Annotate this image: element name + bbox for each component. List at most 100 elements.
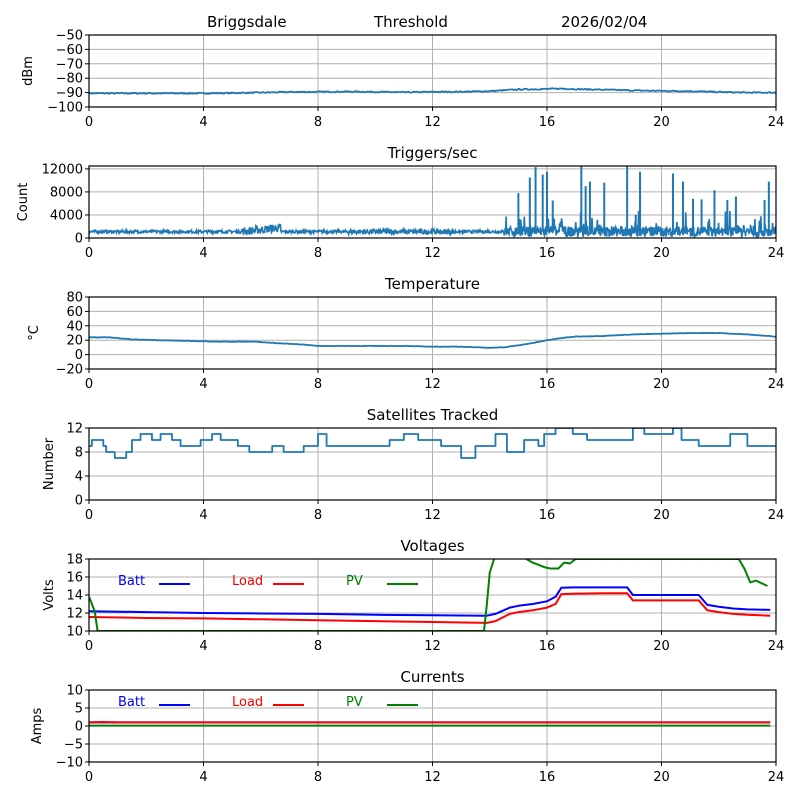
trace-temperature-temperature [89,331,776,349]
x-tick-label: 12 [424,508,441,523]
y-tick-label: 14 [66,589,83,604]
traces [89,87,776,95]
y-tick-label: 8000 [50,185,83,200]
y-tick-label: 60 [66,305,83,320]
gridlines [89,297,776,369]
panel-satellites: 0 4 8 12 16 20 24 0 4 8 12 Satellites Tracked Number [42,406,784,523]
x-tick-label: 16 [539,770,556,785]
y-tick-label: 0 [75,494,83,509]
y-axis-label: dBm [21,56,36,86]
x-tick-label: 0 [85,377,93,392]
y-axis-label: °C [27,325,42,341]
panel-voltages: 0 4 8 12 16 20 24 10 12 14 16 18 Voltages Volts Batt Lo… [42,537,784,654]
y-tick-label: 8 [75,446,83,461]
y-tick-label: −90 [56,86,83,101]
x-tick-label: 20 [653,377,670,392]
x-tick-label: 8 [314,377,322,392]
y-tick-label: 12000 [42,162,83,177]
y-tick-label: 12 [66,607,83,622]
x-tick-label: 4 [199,246,207,261]
x-tick-label: 12 [424,377,441,392]
x-tick-label: 12 [424,115,441,130]
x-tick-label: 24 [768,115,785,130]
gridlines [89,166,776,238]
y-tick-label: 4000 [50,208,83,223]
x-tick-label: 0 [85,508,93,523]
panel-threshold: 0 4 8 12 16 20 24 −100−90−80−70−60−50 dBm [21,29,784,131]
y-tick-label: 20 [66,334,83,349]
traces [89,166,776,238]
x-tick-label: 8 [314,246,322,261]
x-tick-label: 4 [199,377,207,392]
y-tick-label: −10 [56,756,83,771]
legend: Batt Load PV [118,695,418,710]
x-tick-label: 24 [768,770,785,785]
y-tick-label: 80 [66,291,83,306]
trace-satellites-satellites [89,428,776,459]
x-tick-label: 4 [199,115,207,130]
y-axis-label: Volts [42,579,57,611]
traces [89,331,776,349]
x-tick-label: 8 [314,115,322,130]
legend-label-batt: Batt [118,574,145,589]
y-axis-label: Amps [30,707,45,744]
x-tick-label: 4 [199,639,207,654]
y-tick-label: −60 [56,43,83,58]
trace-threshold-threshold [89,87,776,95]
figure-header: Briggsdale Threshold 2026/02/04 [207,13,647,31]
y-tick-label: 0 [75,232,83,247]
x-tick-label: 0 [85,115,93,130]
y-tick-label: −70 [56,57,83,72]
y-axis-label: Number [42,437,57,490]
trace-triggers-baseline [89,210,776,238]
x-tick-label: 0 [85,770,93,785]
x-tick-label: 24 [768,639,785,654]
y-tick-label: 4 [75,470,83,485]
x-tick-label: 4 [199,770,207,785]
x-tick-label: 24 [768,377,785,392]
traces [89,428,776,459]
y-tick-label: 40 [66,319,83,334]
legend-label-batt: Batt [118,695,145,710]
y-tick-label: 10 [66,684,83,699]
y-tick-label: 16 [66,571,83,586]
header-mode: Threshold [373,13,448,31]
legend: Batt Load PV [118,574,418,589]
x-tick-label: 12 [424,639,441,654]
legend-label-pv: PV [346,695,363,710]
panel-title: Temperature [384,275,480,293]
x-tick-label: 16 [539,246,556,261]
panel-triggers: 0 4 8 12 16 20 24 0 4000 8000 12000 Triggers/sec Cou… [16,144,784,261]
header-station: Briggsdale [207,13,287,31]
y-tick-label: −20 [56,363,83,378]
y-tick-label: −80 [56,72,83,87]
trace-voltages-load [89,592,771,624]
panel-title: Voltages [400,537,464,555]
x-tick-label: 16 [539,377,556,392]
x-tick-label: 24 [768,246,785,261]
traces [89,559,771,631]
y-tick-label: −100 [47,101,83,116]
panel-title: Triggers/sec [387,144,478,162]
legend-label-load: Load [232,695,263,710]
y-tick-label: 18 [66,553,83,568]
x-tick-label: 20 [653,246,670,261]
legend-label-load: Load [232,574,263,589]
gridlines [89,35,776,107]
gridlines [89,428,776,500]
x-tick-label: 20 [653,508,670,523]
legend-label-pv: PV [346,574,363,589]
panel-currents: 0 4 8 12 16 20 24 −10 −5 0 5 10 Currents Amps Batt Load… [30,668,784,785]
trace-voltages-pv [89,559,768,631]
y-tick-label: 10 [66,625,83,640]
traces [89,721,771,727]
x-tick-label: 8 [314,770,322,785]
y-tick-label: 0 [75,348,83,363]
panel-title: Currents [400,668,464,686]
header-date: 2026/02/04 [561,13,647,31]
y-tick-label: 12 [66,422,83,437]
x-tick-label: 4 [199,508,207,523]
